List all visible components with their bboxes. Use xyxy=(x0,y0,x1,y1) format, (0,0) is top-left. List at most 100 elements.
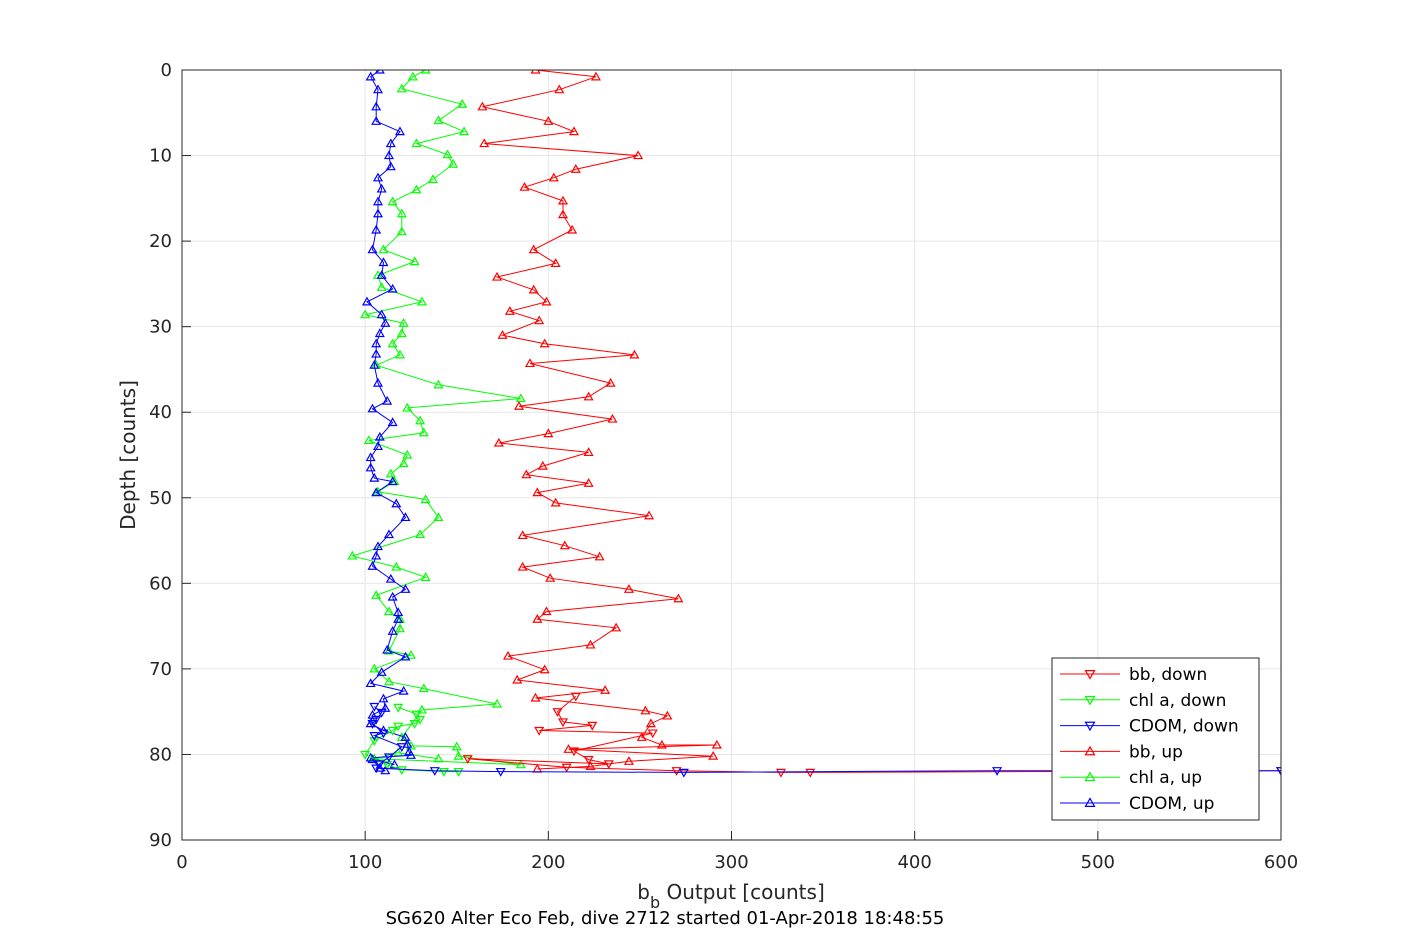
data-point xyxy=(387,196,398,206)
data-point xyxy=(402,449,413,459)
data-point xyxy=(374,762,385,772)
data-point xyxy=(415,415,426,425)
data-point xyxy=(567,224,578,234)
data-point xyxy=(543,116,554,125)
data-point xyxy=(420,572,431,581)
data-point xyxy=(552,708,563,717)
data-point xyxy=(376,183,387,193)
data-point xyxy=(519,182,530,191)
data-point xyxy=(405,649,416,659)
data-point xyxy=(517,530,528,540)
data-point xyxy=(438,767,449,777)
data-point xyxy=(644,510,655,520)
data-point xyxy=(367,720,378,729)
data-point xyxy=(411,138,422,148)
data-point xyxy=(396,743,407,752)
y-tick-label: 70 xyxy=(149,659,172,680)
data-point xyxy=(528,244,539,254)
series-line xyxy=(366,70,412,772)
data-point xyxy=(678,768,689,778)
data-point xyxy=(633,150,644,160)
data-point xyxy=(548,172,559,182)
data-point xyxy=(378,244,389,254)
data-point xyxy=(418,683,429,693)
data-point xyxy=(371,116,382,125)
data-point xyxy=(372,541,384,551)
data-point xyxy=(369,702,380,712)
data-point xyxy=(495,767,506,777)
data-point xyxy=(492,698,503,708)
data-point xyxy=(427,174,438,184)
data-point xyxy=(433,115,444,125)
data-point xyxy=(521,469,532,479)
data-point xyxy=(493,437,504,447)
data-point xyxy=(492,271,503,281)
data-point xyxy=(416,296,427,306)
data-point xyxy=(361,296,373,306)
x-tick-label: 0 xyxy=(176,852,187,873)
data-point xyxy=(708,750,719,760)
data-point xyxy=(583,447,594,457)
data-point xyxy=(387,726,398,736)
data-point xyxy=(433,379,444,389)
data-point xyxy=(371,224,382,234)
data-point xyxy=(568,747,580,757)
data-point xyxy=(429,767,440,776)
data-point xyxy=(365,452,376,462)
data-point xyxy=(372,84,384,94)
x-tick-label: 500 xyxy=(1081,852,1115,873)
data-point xyxy=(528,284,539,294)
data-point xyxy=(554,84,565,94)
data-point xyxy=(400,732,411,741)
data-point xyxy=(387,591,398,601)
data-point xyxy=(371,487,382,497)
data-point xyxy=(543,428,554,438)
data-point xyxy=(382,395,393,405)
data-point xyxy=(387,476,398,486)
data-point xyxy=(394,126,406,136)
data-point xyxy=(557,195,569,205)
data-point xyxy=(383,753,395,763)
data-point xyxy=(420,70,431,74)
data-point xyxy=(557,209,569,219)
y-axis-label: Depth [counts] xyxy=(116,380,140,530)
data-point xyxy=(451,741,462,751)
data-point xyxy=(367,561,378,570)
data-point xyxy=(607,413,618,423)
data-point xyxy=(600,685,611,694)
data-point xyxy=(387,283,398,293)
y-tick-label: 0 xyxy=(161,60,172,81)
data-point xyxy=(557,718,569,728)
x-tick-label: 300 xyxy=(714,852,748,873)
data-point xyxy=(407,71,418,81)
data-point xyxy=(382,761,393,770)
data-point xyxy=(656,739,667,749)
data-point xyxy=(369,732,380,741)
data-point xyxy=(372,172,384,182)
data-point xyxy=(347,550,358,560)
data-point xyxy=(532,487,543,497)
data-point xyxy=(396,208,407,218)
x-tick-label: 600 xyxy=(1264,852,1298,873)
data-point xyxy=(623,756,634,765)
data-point xyxy=(457,99,468,108)
data-point xyxy=(398,318,409,327)
data-point xyxy=(504,306,515,315)
data-point xyxy=(583,478,594,487)
data-point xyxy=(559,540,570,550)
data-point xyxy=(372,208,384,218)
data-point xyxy=(539,664,550,674)
data-point xyxy=(541,606,552,616)
data-point xyxy=(671,767,682,776)
data-point xyxy=(640,705,651,715)
data-point xyxy=(442,149,453,159)
series-line xyxy=(482,70,717,770)
data-point xyxy=(393,614,404,623)
data-point xyxy=(365,71,376,81)
data-point xyxy=(372,441,384,451)
x-axis-label-subscript: b xyxy=(650,893,660,912)
data-point xyxy=(383,150,395,160)
y-tick-labels: 0 10 20 30 40 50 60 70 80 90 xyxy=(149,60,172,851)
data-point xyxy=(479,138,490,148)
